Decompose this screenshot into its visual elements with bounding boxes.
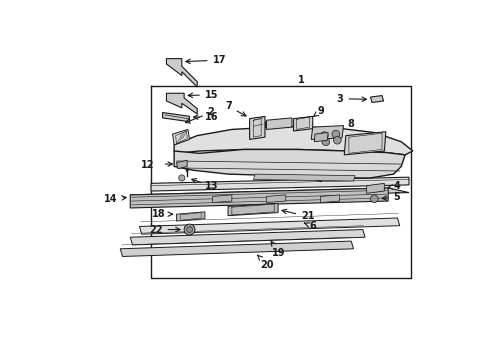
Text: 19: 19 (271, 241, 286, 258)
Text: 4: 4 (388, 181, 400, 192)
Text: 7: 7 (388, 146, 404, 162)
Text: 15: 15 (188, 90, 219, 100)
Polygon shape (320, 195, 340, 203)
Text: 10: 10 (255, 121, 269, 131)
Text: 8: 8 (339, 119, 354, 132)
Circle shape (334, 136, 341, 144)
Polygon shape (174, 149, 405, 178)
Circle shape (332, 130, 340, 138)
Polygon shape (267, 118, 292, 130)
Text: 16: 16 (194, 112, 219, 122)
Polygon shape (130, 188, 409, 199)
Text: 22: 22 (149, 225, 180, 235)
Text: 5: 5 (382, 192, 400, 202)
Circle shape (320, 132, 328, 139)
Text: 6: 6 (305, 166, 321, 181)
Polygon shape (344, 132, 386, 155)
Polygon shape (228, 203, 278, 216)
Text: 8: 8 (327, 141, 336, 154)
Circle shape (184, 224, 195, 235)
Text: 11: 11 (325, 129, 345, 139)
Circle shape (186, 226, 193, 233)
Polygon shape (176, 160, 187, 169)
Text: 10: 10 (347, 140, 367, 150)
Text: 21: 21 (282, 209, 315, 221)
Polygon shape (311, 126, 343, 139)
Polygon shape (176, 212, 205, 221)
Polygon shape (130, 188, 388, 208)
Polygon shape (370, 95, 384, 103)
Text: 1: 1 (298, 75, 305, 85)
Circle shape (370, 195, 378, 203)
Polygon shape (174, 126, 413, 155)
Circle shape (322, 138, 330, 145)
Text: 18: 18 (152, 209, 172, 219)
Polygon shape (167, 59, 197, 87)
Text: 13: 13 (205, 181, 219, 191)
Text: 12: 12 (142, 160, 155, 170)
Circle shape (179, 175, 185, 181)
Polygon shape (267, 195, 286, 203)
Text: 7: 7 (225, 101, 246, 116)
Polygon shape (314, 132, 328, 142)
Text: 3: 3 (337, 94, 367, 104)
Text: 2: 2 (186, 108, 215, 123)
Text: 6: 6 (304, 221, 317, 231)
Polygon shape (249, 116, 265, 139)
Polygon shape (167, 93, 197, 114)
Polygon shape (163, 112, 190, 122)
Text: 9: 9 (314, 106, 324, 116)
Text: 17: 17 (186, 55, 226, 65)
Text: 14: 14 (104, 194, 126, 204)
Polygon shape (120, 241, 354, 256)
Polygon shape (151, 177, 409, 191)
Polygon shape (140, 218, 400, 234)
Polygon shape (130, 230, 365, 245)
Polygon shape (367, 183, 384, 193)
Polygon shape (253, 174, 355, 181)
Polygon shape (172, 130, 190, 145)
Polygon shape (294, 116, 313, 131)
Polygon shape (213, 195, 232, 203)
Text: 20: 20 (257, 255, 274, 270)
